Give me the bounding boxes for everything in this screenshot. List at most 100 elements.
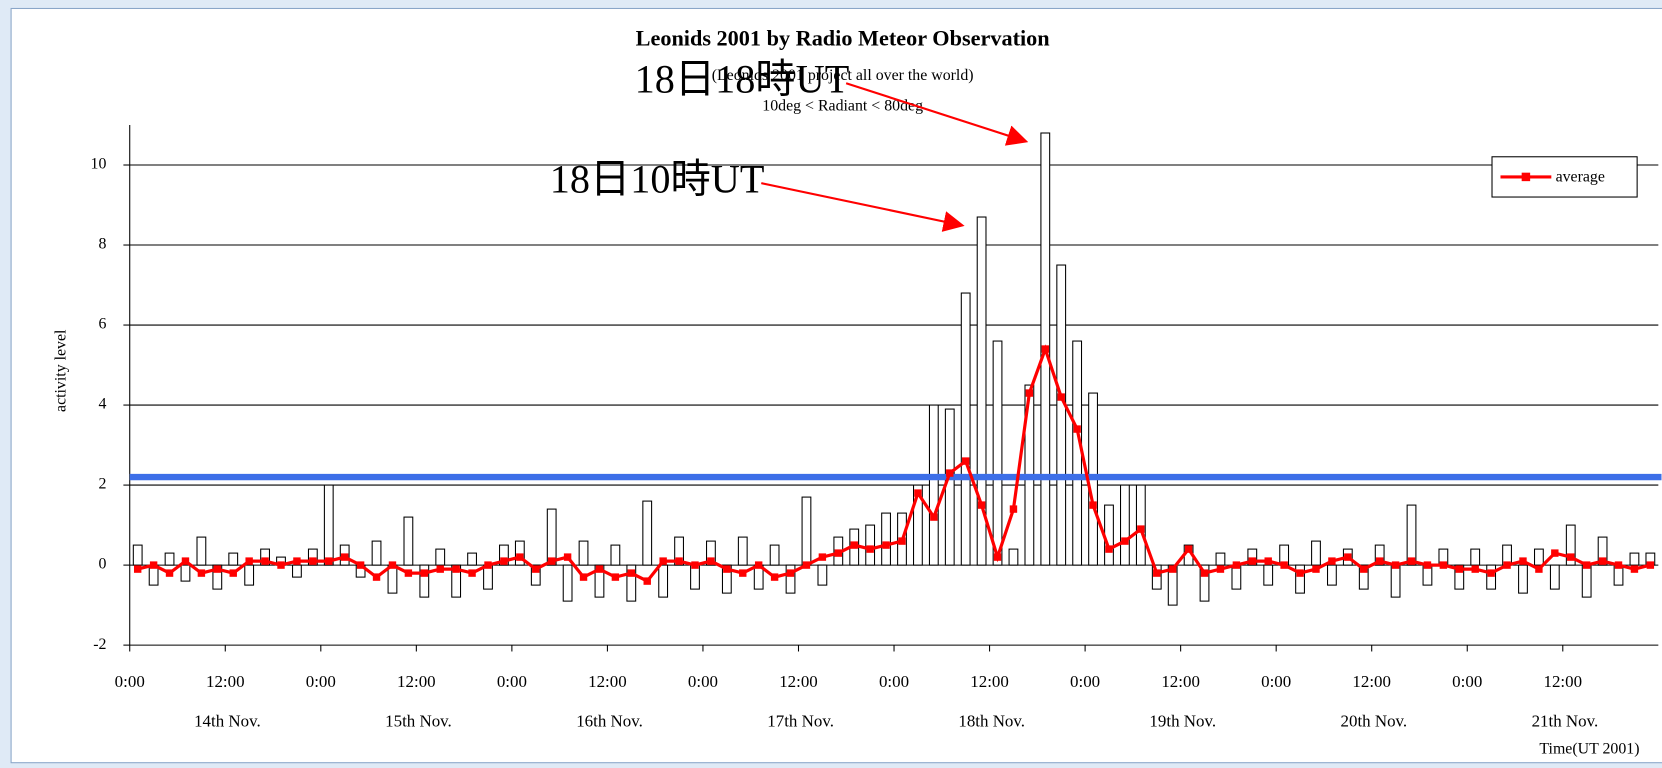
line-marker <box>1614 561 1623 569</box>
x-tick-label: 12:00 <box>1352 672 1391 691</box>
line-marker <box>1089 501 1097 509</box>
line-marker <box>516 553 524 561</box>
bar <box>992 340 1003 566</box>
bar <box>164 552 175 566</box>
bar <box>292 564 302 578</box>
bar <box>467 552 477 566</box>
bar <box>132 544 143 566</box>
line-marker <box>643 577 651 585</box>
bar <box>928 404 939 566</box>
line-marker <box>691 561 699 569</box>
x-tick-label: 12:00 <box>206 672 245 691</box>
bar <box>881 512 891 566</box>
bar <box>499 544 509 566</box>
x-tick-label: 12:00 <box>970 672 1009 691</box>
line-marker <box>1057 393 1065 401</box>
x-tick-label: 0:00 <box>688 672 718 691</box>
line-marker <box>420 569 429 577</box>
line-marker <box>1582 561 1591 569</box>
line-marker <box>1200 569 1209 577</box>
bar <box>1597 536 1608 566</box>
bar <box>228 552 239 566</box>
bar <box>435 548 446 566</box>
bar <box>1311 540 1321 566</box>
line-marker <box>1344 553 1352 561</box>
bar <box>817 564 828 586</box>
line-marker <box>1264 557 1272 565</box>
bar <box>737 536 748 566</box>
x-tick-label: 12:00 <box>779 672 818 691</box>
bar <box>1390 564 1401 598</box>
line-marker <box>293 557 301 565</box>
bar <box>530 564 541 586</box>
line-marker <box>930 513 938 521</box>
bar <box>578 540 589 566</box>
annotation-text: 18日18時UT <box>635 56 850 101</box>
line-marker <box>850 541 858 549</box>
bar <box>1167 564 1178 606</box>
day-label: 19th Nov. <box>1149 711 1216 730</box>
line-marker <box>1567 553 1575 561</box>
line-marker <box>1551 549 1559 557</box>
chart-subtitle: (Leonids 2001 project all over the world… <box>712 67 974 84</box>
bar <box>1565 524 1576 566</box>
day-label: 15th Nov. <box>385 711 452 730</box>
y-tick-label: 0 <box>98 556 106 573</box>
line-marker <box>675 557 683 565</box>
line-marker <box>149 561 158 569</box>
bar <box>706 540 716 566</box>
bar <box>594 564 605 598</box>
line-marker <box>993 553 1002 561</box>
line-marker <box>1391 561 1400 569</box>
line-marker <box>309 557 317 565</box>
bar <box>1056 264 1067 566</box>
x-tick-label: 12:00 <box>1543 672 1582 691</box>
chart-panel <box>10 7 1662 764</box>
bar <box>1470 548 1481 566</box>
chart-subtitle: 10deg < Radiant < 80deg <box>762 98 923 115</box>
line-marker <box>579 573 588 581</box>
line-marker <box>1360 565 1368 573</box>
line-marker <box>325 557 333 565</box>
x-tick-label: 0:00 <box>879 672 909 691</box>
day-label: 20th Nov. <box>1341 711 1408 730</box>
line-marker <box>1455 565 1463 573</box>
bar <box>960 292 971 566</box>
line-marker <box>245 557 253 565</box>
day-label: 17th Nov. <box>767 711 834 730</box>
bar <box>1247 548 1258 566</box>
line-marker <box>484 561 492 569</box>
chart-title: Leonids 2001 by Radio Meteor Observation <box>636 25 1051 50</box>
line-marker <box>197 569 206 577</box>
annotation-arrow <box>845 82 1029 146</box>
line-marker <box>1216 565 1225 573</box>
bar <box>546 508 557 566</box>
annotation-text: 18日10時UT <box>550 156 765 201</box>
bar <box>1135 484 1146 566</box>
bar <box>865 524 876 566</box>
line-marker <box>388 561 397 569</box>
line-marker <box>356 561 365 569</box>
legend-label: average <box>1556 169 1605 186</box>
bar <box>1454 564 1465 590</box>
line-marker <box>659 557 667 565</box>
line-marker <box>532 565 540 573</box>
line-marker <box>261 557 269 565</box>
line-marker <box>1025 389 1034 397</box>
bar <box>1199 564 1210 602</box>
line-marker <box>977 501 986 509</box>
line-marker <box>1423 561 1432 569</box>
bar <box>244 564 255 586</box>
line-marker <box>1312 565 1320 573</box>
line-marker <box>1121 537 1129 545</box>
y-tick-label: 6 <box>98 316 106 333</box>
bar <box>610 544 621 566</box>
bar <box>1326 564 1337 586</box>
bar <box>212 564 223 590</box>
line-marker <box>786 569 795 577</box>
line-marker <box>372 573 381 581</box>
line-marker <box>436 565 444 573</box>
line-marker <box>1439 561 1448 569</box>
x-tick-label: 12:00 <box>1161 672 1200 691</box>
